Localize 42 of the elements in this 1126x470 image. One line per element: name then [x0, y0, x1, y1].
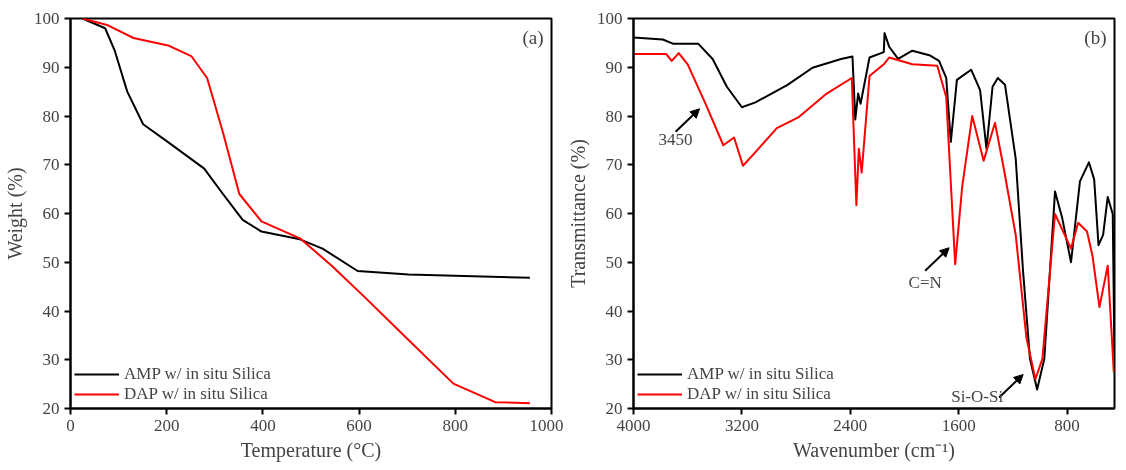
annotation: (b) — [1084, 26, 1107, 49]
y-tick-label: 40 — [42, 301, 60, 321]
y-tick-label: 30 — [605, 350, 623, 370]
y-axis-title: Transmittance (%) — [567, 139, 590, 288]
y-tick-label: 90 — [42, 57, 60, 77]
annotation: C=N — [908, 272, 942, 292]
annotation: Si-O-Si — [951, 386, 1004, 406]
y-tick-label: 80 — [42, 106, 60, 126]
legend-label: DAP w/ in situ Silica — [124, 384, 268, 404]
y-tick-label: 100 — [34, 9, 60, 28]
y-tick-label: 60 — [605, 204, 623, 223]
x-tick-label: 0 — [66, 415, 75, 435]
y-tick-label: 40 — [605, 301, 623, 321]
legend-label: AMP w/ in situ Silica — [687, 364, 834, 384]
annotation: 3450 — [658, 129, 693, 149]
y-tick-label: 60 — [42, 204, 60, 223]
y-tick-label: 90 — [605, 57, 623, 77]
x-tick-label: 800 — [442, 415, 469, 435]
y-tick-label: 50 — [42, 252, 60, 272]
y-tick-label: 20 — [42, 399, 60, 418]
y-axis-title: Weight (%) — [4, 167, 27, 260]
y-tick-label: 30 — [42, 350, 60, 370]
y-tick-label: 70 — [605, 155, 623, 175]
x-axis-title: Temperature (°C) — [240, 438, 382, 462]
x-tick-label: 600 — [346, 415, 372, 435]
x-tick-label: 400 — [250, 415, 276, 435]
legend-label: DAP w/ in situ Silica — [687, 384, 831, 404]
x-tick-label: 1000 — [529, 415, 564, 435]
x-tick-label: 4000 — [616, 415, 651, 435]
y-tick-label: 20 — [605, 399, 623, 418]
x-axis-title: Wavenumber (cm⁻¹) — [793, 438, 955, 462]
x-tick-label: 3200 — [724, 415, 759, 435]
y-tick-label: 80 — [605, 106, 623, 126]
y-tick-label: 70 — [42, 155, 60, 175]
y-tick-label: 100 — [597, 9, 623, 28]
annotation: (a) — [522, 26, 544, 49]
x-tick-label: 2400 — [833, 415, 868, 435]
x-tick-label: 800 — [1054, 415, 1080, 435]
legend-label: AMP w/ in situ Silica — [124, 364, 271, 384]
x-tick-label: 1600 — [941, 415, 976, 435]
y-tick-label: 50 — [605, 252, 623, 272]
x-tick-label: 200 — [153, 415, 180, 435]
